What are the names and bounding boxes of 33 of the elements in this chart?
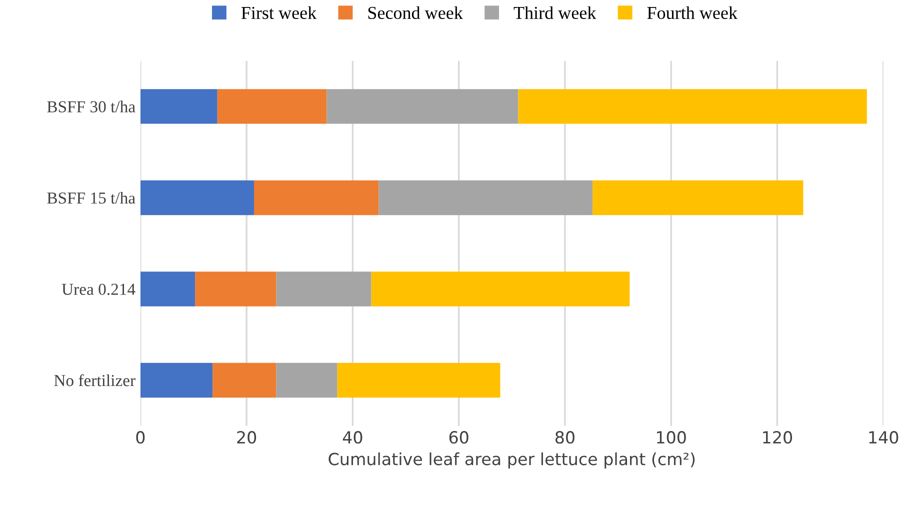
y-tick-label: No fertilizer <box>54 374 136 386</box>
x-tick-label: 120 <box>763 431 792 444</box>
bar <box>518 89 867 124</box>
bar <box>140 180 254 216</box>
y-tick-label: BSFF 30 t/ha <box>47 100 136 112</box>
bar <box>326 89 518 124</box>
x-tick-label: 140 <box>869 431 898 444</box>
bar <box>592 180 804 216</box>
bar <box>254 180 379 216</box>
bar <box>140 272 196 306</box>
x-tick-label: 20 <box>237 431 256 444</box>
x-tick-label: 100 <box>657 431 686 444</box>
legend-label: First week <box>241 6 317 20</box>
legend-label: Third week <box>514 6 596 20</box>
x-tick-label: 0 <box>136 431 145 444</box>
legend-label: Second week <box>368 6 463 20</box>
bar <box>276 272 372 306</box>
bar <box>276 362 338 398</box>
x-tick-label: 40 <box>342 431 362 444</box>
bar <box>140 362 213 398</box>
bar <box>337 362 500 398</box>
x-tick-label: 80 <box>555 431 574 444</box>
x-tick-label: 60 <box>449 431 468 444</box>
bar <box>212 362 276 398</box>
y-tick-label: Urea 0.214 <box>62 284 136 296</box>
x-axis-title: Cumulative leaf area per lettuce plant (cm²) <box>328 452 695 469</box>
legend-label: Fourth week <box>647 6 738 20</box>
bar <box>140 89 218 124</box>
bar <box>371 272 630 306</box>
bar <box>378 180 593 216</box>
bar <box>195 272 276 306</box>
y-tick-label: BSFF 15 t/ha <box>47 192 136 204</box>
bar <box>217 89 327 124</box>
